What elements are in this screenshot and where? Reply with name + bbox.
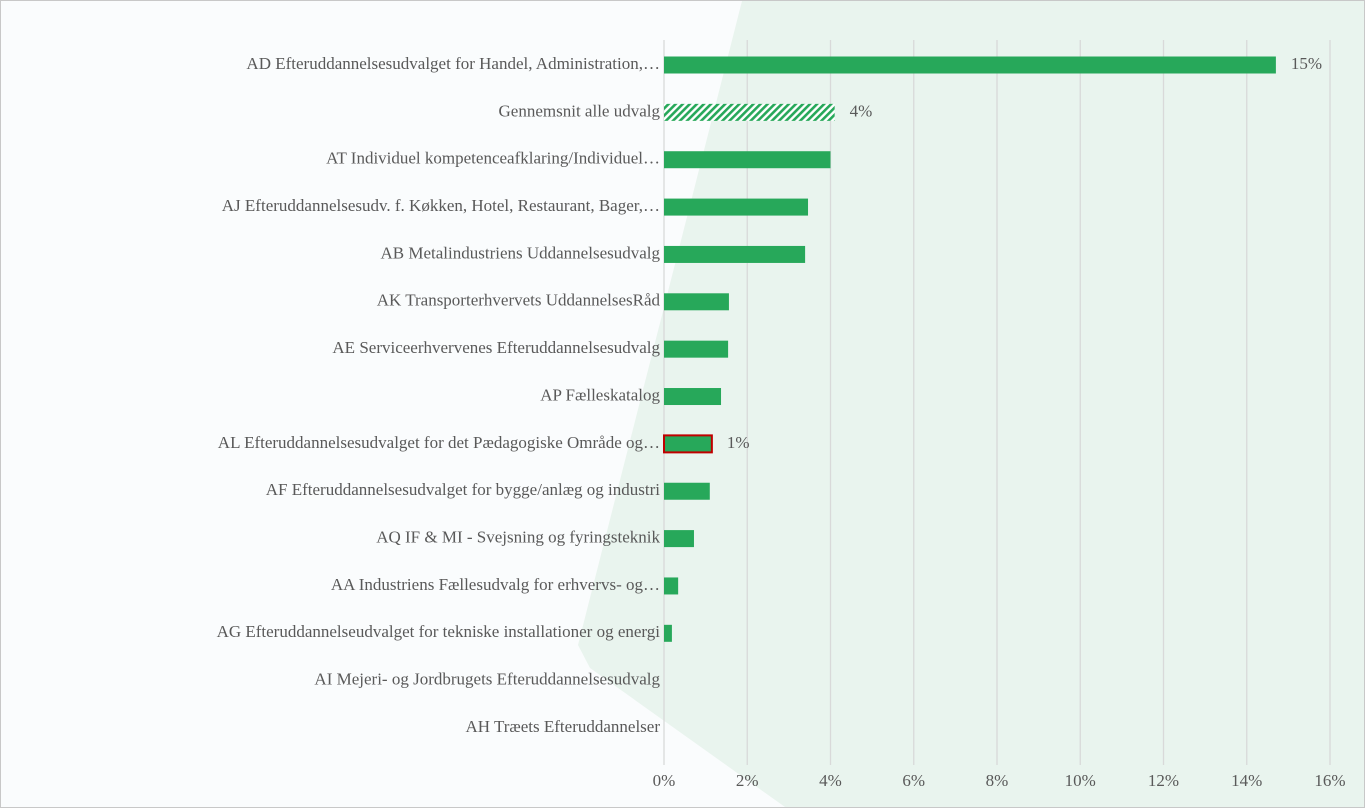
bar xyxy=(664,388,722,406)
x-tick-label: 12% xyxy=(1148,771,1179,790)
bar xyxy=(664,151,831,169)
category-label: AL Efteruddannelsesudvalget for det Pæda… xyxy=(218,433,660,452)
bar xyxy=(664,530,694,548)
category-label: AA Industriens Fællesudvalg for erhvervs… xyxy=(331,575,660,594)
x-tick-label: 14% xyxy=(1231,771,1262,790)
category-label: AT Individuel kompetenceafklaring/Indivi… xyxy=(326,149,660,168)
x-tick-label: 2% xyxy=(736,771,759,790)
category-label: AJ Efteruddannelsesudv. f. Køkken, Hotel… xyxy=(222,196,660,215)
category-label: AE Serviceerhvervenes Efteruddannelsesud… xyxy=(332,338,660,357)
value-label: 1% xyxy=(727,433,750,452)
bar xyxy=(664,293,729,311)
category-label: AH Træets Efteruddannelser xyxy=(465,717,660,736)
category-label: AQ IF & MI - Svejsning og fyringsteknik xyxy=(376,528,660,547)
category-label: AD Efteruddannelsesudvalget for Handel, … xyxy=(246,54,660,73)
x-tick-label: 10% xyxy=(1065,771,1096,790)
bar xyxy=(664,103,835,121)
x-tick-label: 4% xyxy=(819,771,842,790)
x-tick-label: 6% xyxy=(902,771,925,790)
x-tick-label: 16% xyxy=(1314,771,1345,790)
bar xyxy=(664,245,806,263)
bar xyxy=(664,340,729,358)
category-label: Gennemsnit alle udvalg xyxy=(499,101,661,120)
bar xyxy=(663,434,713,454)
category-label: AI Mejeri- og Jordbrugets Efteruddannels… xyxy=(314,670,660,689)
category-label: AP Fælleskatalog xyxy=(540,385,660,404)
bar xyxy=(664,56,1276,74)
bar xyxy=(664,624,672,642)
category-label: AG Efteruddannelseudvalget for tekniske … xyxy=(217,622,661,641)
category-label: AF Efteruddannelsesudvalget for bygge/an… xyxy=(266,480,661,499)
value-label: 4% xyxy=(850,101,873,120)
x-tick-label: 8% xyxy=(986,771,1009,790)
bar xyxy=(664,577,679,595)
bar xyxy=(664,198,809,216)
category-label: AK Transporterhvervets UddannelsesRåd xyxy=(377,291,661,310)
value-label: 15% xyxy=(1291,54,1322,73)
x-tick-label: 0% xyxy=(653,771,676,790)
category-label: AB Metalindustriens Uddannelsesudvalg xyxy=(380,243,660,262)
bar xyxy=(664,482,710,500)
